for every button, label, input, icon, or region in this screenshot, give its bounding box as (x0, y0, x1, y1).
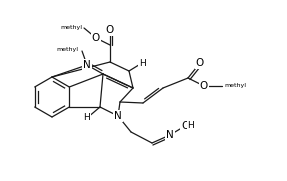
Text: methyl: methyl (56, 47, 78, 52)
Text: H: H (139, 58, 146, 68)
Text: N: N (114, 111, 122, 121)
Text: N: N (83, 60, 91, 70)
Text: O: O (200, 81, 208, 91)
Text: O: O (92, 33, 100, 43)
Text: methyl: methyl (224, 83, 246, 89)
Text: O: O (106, 25, 114, 35)
Text: H: H (187, 121, 194, 129)
Text: methyl: methyl (60, 26, 82, 31)
Text: O: O (196, 58, 204, 68)
Text: O: O (181, 121, 189, 131)
Text: H: H (84, 113, 90, 123)
Text: N: N (166, 130, 174, 140)
